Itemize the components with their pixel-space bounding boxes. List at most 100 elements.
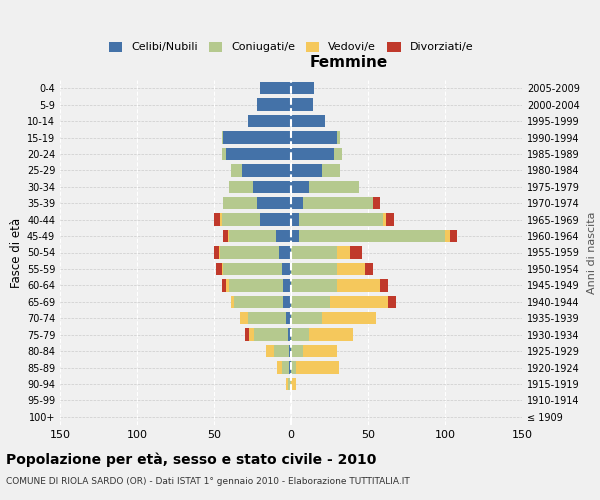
Bar (222, 279, 226, 291)
Bar (260, 82, 291, 94)
Bar (291, 180, 310, 193)
Bar (299, 214, 383, 226)
Bar (288, 328, 291, 341)
Bar (291, 82, 314, 94)
Bar (215, 263, 222, 275)
Bar (291, 197, 304, 209)
Bar (234, 296, 283, 308)
Text: Femmine: Femmine (310, 54, 388, 70)
Bar (291, 98, 313, 111)
Bar (445, 230, 449, 242)
Text: Popolazione per età, sesso e stato civile - 2010: Popolazione per età, sesso e stato civil… (6, 452, 376, 467)
Bar (296, 362, 339, 374)
Bar (218, 246, 220, 258)
Bar (291, 246, 337, 258)
Bar (275, 230, 291, 242)
Bar (322, 312, 376, 324)
Bar (291, 132, 337, 143)
Legend: Celibi/Nubili, Coniugati/e, Vedovi/e, Divorziati/e: Celibi/Nubili, Coniugati/e, Vedovi/e, Di… (104, 38, 478, 57)
Bar (291, 312, 322, 324)
Bar (257, 197, 291, 209)
Bar (283, 279, 291, 291)
Bar (386, 214, 394, 226)
Text: COMUNE DI RIOLA SARDO (OR) - Dati ISTAT 1° gennaio 2010 - Elaborazione TUTTITALI: COMUNE DI RIOLA SARDO (OR) - Dati ISTAT … (6, 478, 410, 486)
Bar (291, 345, 304, 357)
Bar (228, 230, 229, 242)
Bar (334, 148, 342, 160)
Bar (291, 148, 334, 160)
Bar (231, 164, 242, 176)
Bar (222, 132, 223, 143)
Bar (286, 312, 291, 324)
Bar (222, 263, 223, 275)
Bar (282, 263, 291, 275)
Bar (288, 378, 291, 390)
Bar (257, 98, 291, 111)
Bar (220, 214, 222, 226)
Bar (289, 345, 291, 357)
Bar (380, 279, 388, 291)
Bar (383, 214, 386, 226)
Bar (449, 230, 457, 242)
Bar (274, 345, 289, 357)
Bar (373, 197, 380, 209)
Bar (337, 263, 365, 275)
Bar (223, 132, 291, 143)
Bar (337, 246, 350, 258)
Bar (248, 312, 286, 324)
Bar (388, 296, 396, 308)
Bar (291, 378, 296, 390)
Bar (350, 246, 362, 258)
Bar (229, 230, 275, 242)
Bar (278, 246, 291, 258)
Bar (277, 362, 282, 374)
Bar (322, 164, 340, 176)
Bar (250, 328, 254, 341)
Bar (220, 246, 278, 258)
Bar (291, 296, 329, 308)
Bar (291, 230, 299, 242)
Bar (222, 214, 260, 226)
Y-axis label: Anni di nascita: Anni di nascita (587, 211, 596, 294)
Bar (222, 148, 226, 160)
Bar (329, 296, 388, 308)
Bar (245, 328, 250, 341)
Bar (253, 180, 291, 193)
Bar (223, 263, 282, 275)
Bar (299, 230, 445, 242)
Bar (248, 115, 291, 127)
Bar (282, 362, 289, 374)
Bar (254, 328, 288, 341)
Bar (291, 214, 299, 226)
Bar (304, 197, 373, 209)
Bar (223, 197, 257, 209)
Bar (229, 279, 283, 291)
Bar (266, 345, 274, 357)
Bar (310, 328, 353, 341)
Bar (214, 246, 218, 258)
Bar (231, 296, 234, 308)
Bar (283, 296, 291, 308)
Bar (291, 164, 322, 176)
Y-axis label: Fasce di età: Fasce di età (10, 218, 23, 288)
Bar (289, 362, 291, 374)
Bar (365, 263, 373, 275)
Bar (291, 263, 337, 275)
Bar (240, 312, 248, 324)
Bar (226, 279, 229, 291)
Bar (310, 180, 359, 193)
Bar (229, 180, 253, 193)
Bar (291, 279, 337, 291)
Bar (226, 148, 291, 160)
Bar (214, 214, 220, 226)
Bar (337, 132, 340, 143)
Bar (337, 279, 380, 291)
Bar (291, 115, 325, 127)
Bar (291, 328, 310, 341)
Bar (260, 214, 291, 226)
Bar (286, 378, 288, 390)
Bar (304, 345, 337, 357)
Bar (291, 362, 296, 374)
Bar (242, 164, 291, 176)
Bar (223, 230, 228, 242)
